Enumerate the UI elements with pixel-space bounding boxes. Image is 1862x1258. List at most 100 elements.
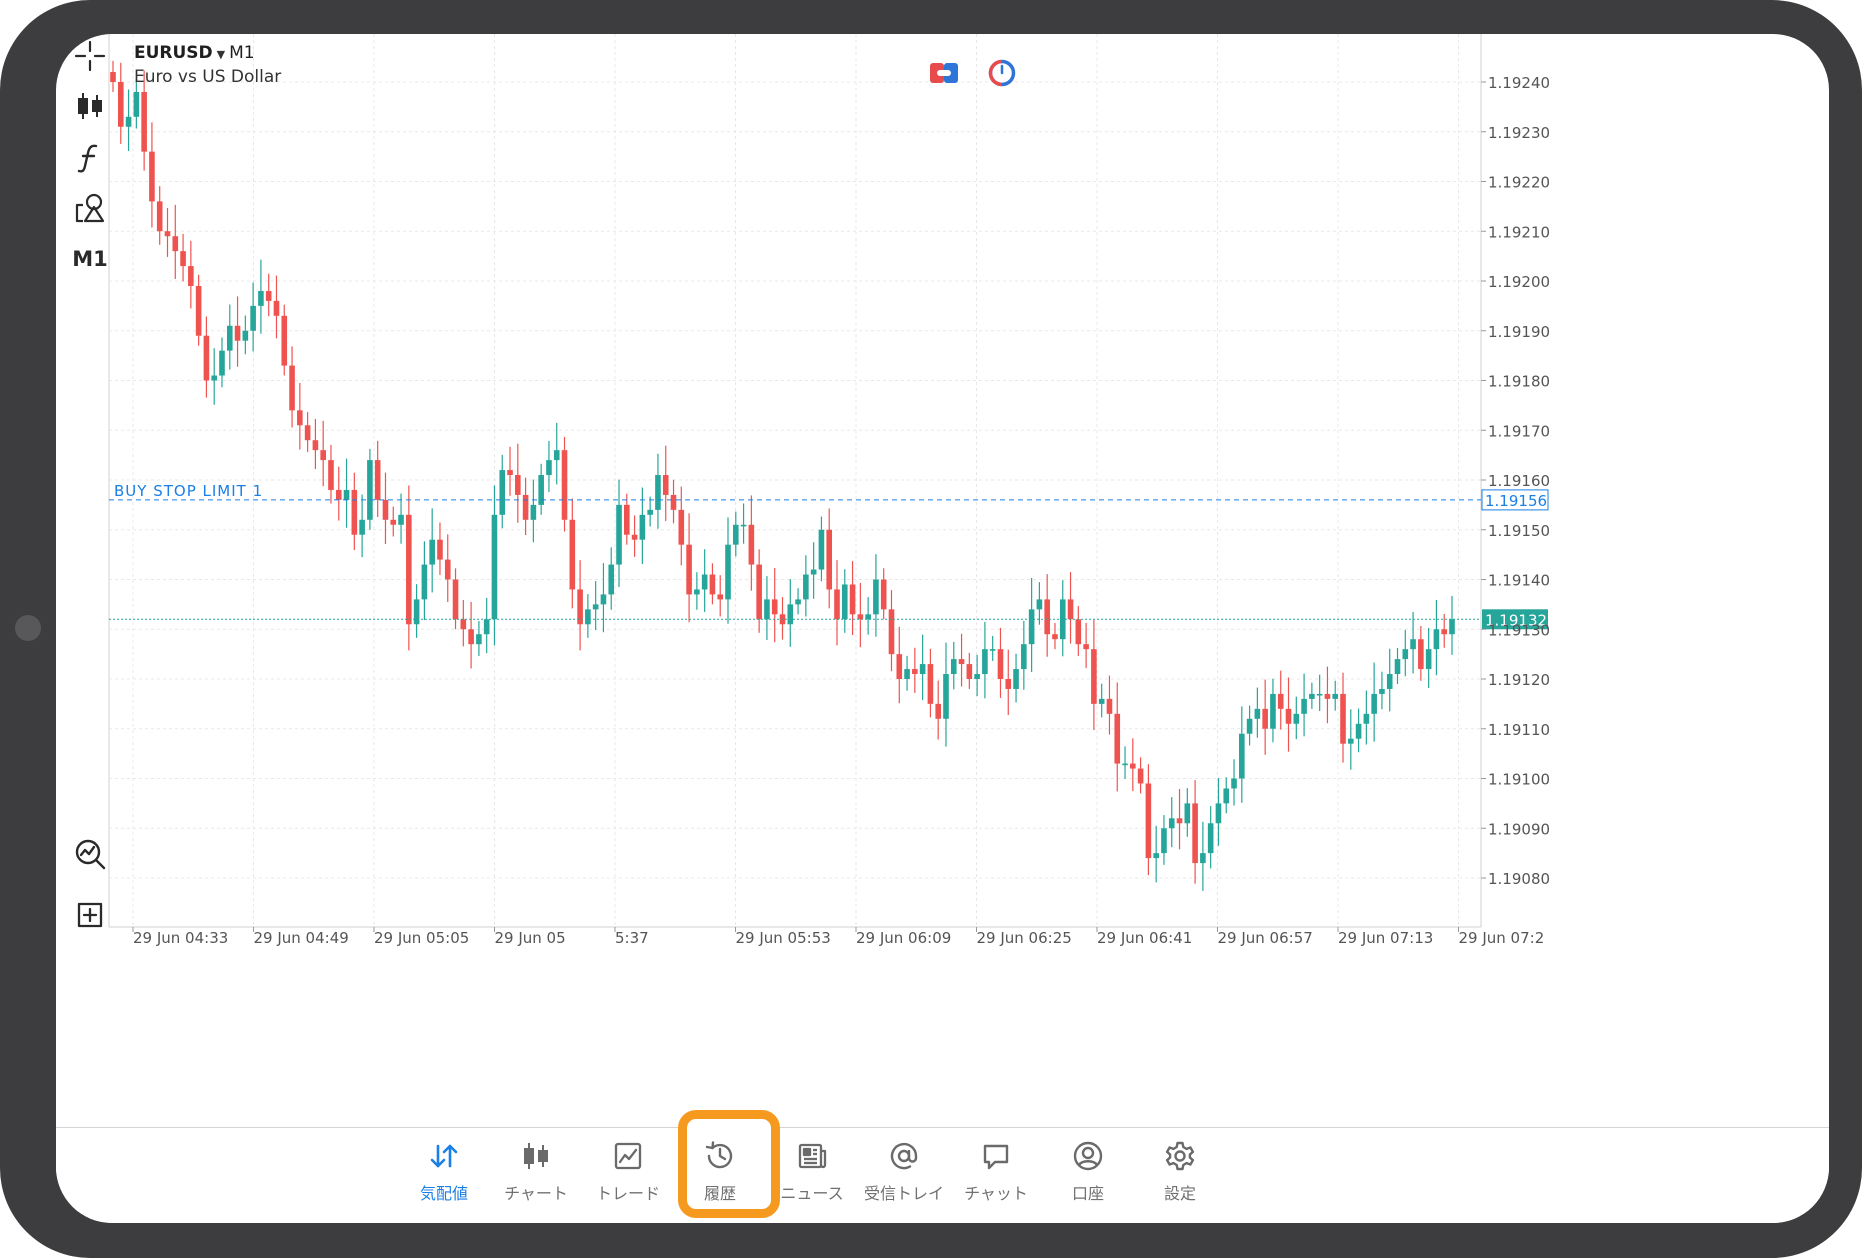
candle-body — [849, 584, 856, 615]
candle-body — [1277, 693, 1284, 709]
candle-body — [335, 489, 342, 500]
candle-body — [771, 599, 778, 615]
candle-body — [694, 589, 700, 595]
new-order-button[interactable] — [68, 894, 112, 934]
candle-body — [904, 669, 910, 679]
candle-body — [110, 72, 116, 82]
bid-price-label: 1.19132 — [1485, 611, 1547, 629]
symbol-title[interactable]: EURUSD ▼ M1 — [134, 42, 281, 66]
timer-button[interactable] — [985, 58, 1019, 88]
candle-body — [624, 504, 630, 535]
chart-area[interactable]: BUY STOP LIMIT 1 1.19156 1.19132 1.19240 1.… — [56, 34, 1829, 1126]
chart-type-button[interactable] — [68, 86, 112, 126]
nav-account[interactable]: 口座 — [1042, 1136, 1134, 1212]
candle-body — [1083, 644, 1089, 650]
candle-body — [662, 475, 669, 495]
candle-body — [577, 589, 583, 625]
history-icon — [703, 1136, 737, 1176]
candle-body — [787, 604, 794, 625]
candle-body — [406, 514, 412, 625]
timeframe-button[interactable]: M1 — [68, 239, 112, 279]
candle-body — [1394, 659, 1401, 675]
price-axis: 1.19240 1.19230 1.19220 1.19210 1.19200 1.191… — [1481, 74, 1550, 888]
nav-mailbox[interactable]: 受信トレイ — [858, 1136, 950, 1212]
y-tick-label: 1.19100 — [1488, 771, 1550, 789]
x-tick-label: 29 Jun 06:41 — [1097, 929, 1192, 947]
candlestick-icon — [78, 93, 102, 119]
candle-body — [242, 330, 249, 341]
crosshair-button[interactable] — [68, 36, 112, 76]
y-tick-label: 1.19120 — [1488, 671, 1550, 689]
chart-zoom-button[interactable] — [68, 834, 112, 874]
y-tick-label: 1.19180 — [1488, 373, 1550, 391]
candle-body — [1013, 669, 1019, 689]
candle-body — [1309, 693, 1315, 699]
candle-body — [608, 564, 615, 595]
x-tick-label: 29 Jun 04:33 — [133, 929, 228, 947]
candle-body — [390, 519, 397, 525]
y-tick-label: 1.19160 — [1488, 472, 1550, 490]
candle-body — [343, 489, 350, 500]
candle-body — [188, 266, 194, 286]
candle-body — [880, 579, 887, 610]
candle-body — [374, 460, 381, 500]
nav-chat[interactable]: チャット — [950, 1136, 1042, 1212]
candle-body — [1028, 609, 1035, 645]
candle-body — [413, 599, 420, 625]
quotes-arrows-icon — [428, 1136, 460, 1176]
candle-body — [701, 574, 708, 590]
candle-body — [834, 589, 840, 620]
candle-body — [421, 564, 428, 600]
candle-body — [600, 594, 607, 605]
candle-body — [452, 579, 459, 620]
y-tick-label: 1.19080 — [1488, 870, 1550, 888]
candle-body — [1239, 733, 1245, 779]
candle-body — [1379, 688, 1385, 694]
candles — [110, 60, 1455, 891]
candle-body — [258, 290, 264, 306]
x-tick-label: 29 Jun 05 — [495, 929, 566, 947]
candle-body — [281, 315, 288, 366]
candle-body — [655, 475, 661, 510]
x-tick-label: 29 Jun 05:05 — [374, 929, 469, 947]
candle-body — [1363, 713, 1370, 724]
candle-body — [1091, 649, 1097, 704]
candle-body — [1044, 599, 1050, 635]
candle-body — [398, 514, 404, 525]
symbol-info[interactable]: EURUSD ▼ M1 Euro vs US Dollar — [134, 42, 281, 88]
one-click-trading-button[interactable] — [927, 58, 961, 88]
front-camera — [15, 615, 41, 641]
candle-body — [795, 599, 801, 605]
y-tick-label: 1.19090 — [1488, 820, 1550, 838]
candle-body — [149, 151, 155, 202]
candle-body — [888, 609, 895, 655]
candle-body — [250, 305, 256, 331]
objects-button[interactable] — [68, 188, 112, 228]
candle-body — [1106, 698, 1113, 714]
candle-body — [133, 91, 140, 117]
nav-chart[interactable]: チャート — [490, 1136, 582, 1212]
candle-body — [709, 574, 716, 595]
order-price-box — [1481, 489, 1549, 511]
candle-body — [1254, 708, 1261, 719]
candle-body — [585, 609, 591, 625]
candle-body — [553, 450, 560, 461]
nav-history[interactable]: 履歴 — [674, 1136, 766, 1212]
nav-trade[interactable]: トレード — [582, 1136, 674, 1212]
nav-quotes[interactable]: 気配値 — [398, 1136, 490, 1212]
candle-body — [1270, 693, 1276, 729]
nav-settings[interactable]: 設定 — [1134, 1136, 1226, 1212]
candle-body — [943, 674, 949, 719]
candle-body — [982, 649, 988, 675]
one-click-trading-icon — [930, 63, 958, 83]
candle-body — [515, 475, 521, 495]
candle-body — [1075, 619, 1082, 645]
nav-news[interactable]: ニュース — [766, 1136, 858, 1212]
indicators-button[interactable] — [68, 138, 112, 178]
candle-body — [476, 634, 482, 645]
candle-body — [1184, 803, 1191, 824]
candle-body — [1176, 818, 1183, 824]
candle-body — [219, 350, 225, 376]
